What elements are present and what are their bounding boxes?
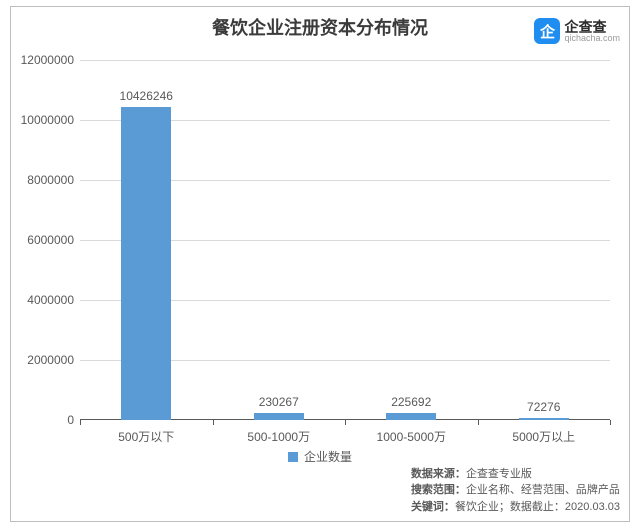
- footer-row: 数据来源：企查查专业版: [411, 466, 532, 483]
- brand-name-cn: 企查查: [564, 20, 620, 34]
- bar: 10426246: [121, 107, 171, 420]
- footer-val: 企查查专业版: [466, 468, 532, 480]
- brand-watermark: 企 企查查 qichacha.com: [534, 18, 620, 44]
- y-tick-label: 2000000: [27, 353, 80, 367]
- x-tick-label: 5000万以上: [512, 420, 575, 445]
- footer-key: 搜索范围：: [411, 484, 466, 496]
- y-tick-label: 4000000: [27, 293, 80, 307]
- footer-val: 餐饮企业；数据截止：2020.03.03: [455, 501, 620, 513]
- brand-name-en: qichacha.com: [564, 34, 620, 43]
- gridline: [80, 60, 610, 61]
- legend: 企业数量: [0, 448, 640, 465]
- y-tick-label: 10000000: [21, 113, 80, 127]
- y-tick-label: 8000000: [27, 173, 80, 187]
- brand-logo-icon: 企: [534, 18, 560, 44]
- x-tick-mark: [345, 420, 346, 425]
- x-tick-label: 1000-5000万: [377, 420, 446, 445]
- x-tick-label: 500万以下: [118, 420, 174, 445]
- footer-val: 企业名称、经营范围、品牌产品: [466, 484, 620, 496]
- footer-row: 搜索范围：企业名称、经营范围、品牌产品: [411, 482, 620, 499]
- bar-value-label: 230267: [259, 395, 299, 413]
- x-tick-mark: [478, 420, 479, 425]
- x-tick-mark: [610, 420, 611, 425]
- footer-key: 关键词：: [411, 501, 455, 513]
- x-tick-label: 500-1000万: [247, 420, 310, 445]
- legend-label: 企业数量: [304, 448, 352, 465]
- bar-value-label: 225692: [391, 395, 431, 413]
- bar-value-label: 10426246: [120, 89, 173, 107]
- plot-area: 0200000040000006000000800000010000000120…: [80, 60, 610, 420]
- bar: 225692: [386, 413, 436, 420]
- y-tick-label: 6000000: [27, 233, 80, 247]
- x-tick-mark: [213, 420, 214, 425]
- chart-footer: 数据来源：企查查专业版 搜索范围：企业名称、经营范围、品牌产品 关键词：餐饮企业…: [411, 466, 620, 516]
- brand-logo-glyph: 企: [540, 21, 555, 42]
- legend-swatch: [288, 452, 298, 462]
- x-tick-mark: [80, 420, 81, 425]
- brand-text: 企查查 qichacha.com: [564, 20, 620, 43]
- footer-row: 关键词：餐饮企业；数据截止：2020.03.03: [411, 499, 620, 516]
- footer-key: 数据来源：: [411, 468, 466, 480]
- y-tick-label: 12000000: [21, 53, 80, 67]
- y-tick-label: 0: [67, 413, 80, 427]
- bar: 230267: [254, 413, 304, 420]
- bar-value-label: 72276: [527, 400, 560, 418]
